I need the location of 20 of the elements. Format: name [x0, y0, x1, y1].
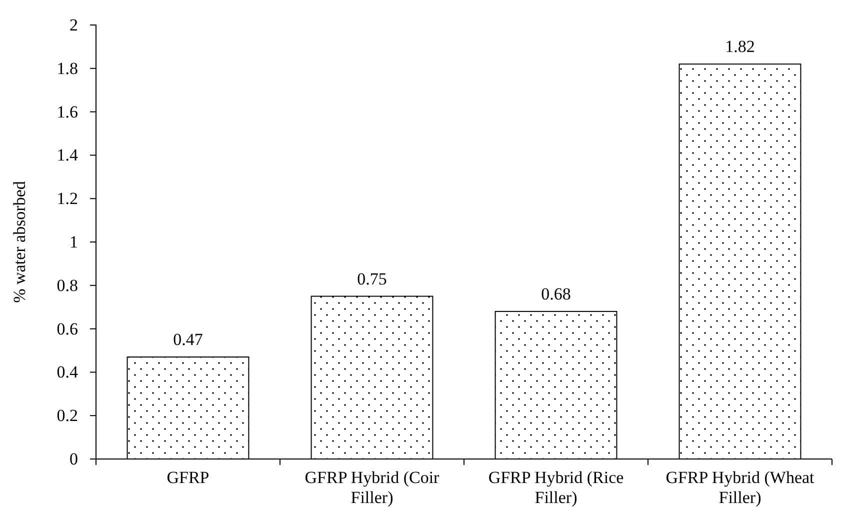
x-tick-label: GFRP: [166, 468, 210, 487]
y-tick-label: 2: [70, 15, 78, 34]
y-tick-label: 1.4: [56, 146, 78, 165]
y-tick-label: 0.2: [56, 406, 78, 426]
y-tick-label: 1.6: [56, 102, 78, 122]
y-tick-label: 0.8: [56, 276, 78, 295]
y-tick-label: 1.2: [56, 189, 78, 208]
x-tick-label: GFRP Hybrid (Wheat Filler): [666, 468, 815, 507]
x-tick-label: GFRP Hybrid (Rice Filler): [488, 468, 624, 507]
data-label: 1.82: [725, 37, 755, 56]
x-tick-label: GFRP Hybrid (Coir Filler): [304, 468, 440, 507]
y-tick-label: 0: [70, 449, 78, 468]
y-tick-label: 1: [70, 232, 78, 252]
y-axis-title: % water absorbed: [10, 180, 29, 303]
data-label: 0.68: [541, 284, 571, 304]
y-tick-label: 1.8: [56, 58, 78, 78]
data-label: 0.75: [357, 269, 387, 288]
data-label: 0.47: [173, 330, 204, 350]
y-tick-label: 0.6: [56, 319, 78, 338]
y-tick-label: 0.4: [56, 362, 78, 382]
